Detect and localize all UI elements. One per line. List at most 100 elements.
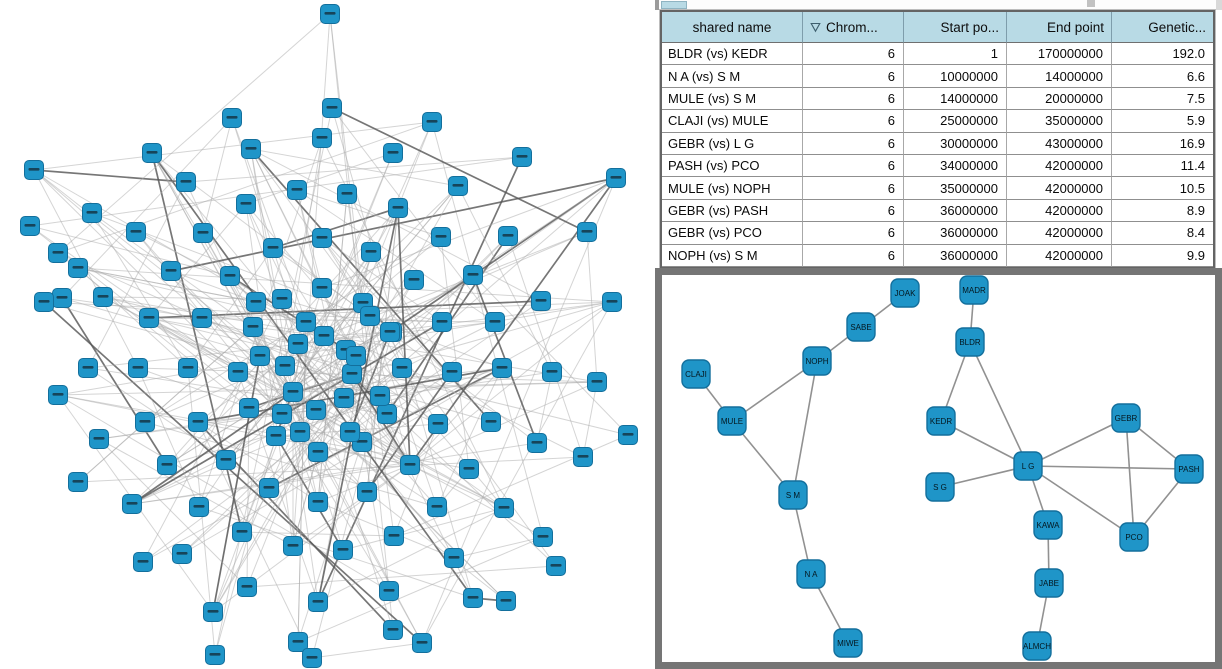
network-node[interactable] [361, 242, 381, 262]
table-cell[interactable]: 14000000 [904, 87, 1007, 111]
subnetwork-node[interactable]: NOPH [802, 346, 832, 376]
network-node[interactable] [205, 645, 225, 665]
table-cell[interactable]: 36000000 [904, 244, 1007, 267]
network-node[interactable] [383, 143, 403, 163]
table-cell[interactable]: 11.4 [1112, 154, 1213, 178]
network-node[interactable] [283, 382, 303, 402]
table-cell[interactable]: 5.9 [1112, 110, 1213, 133]
network-node[interactable] [320, 4, 340, 24]
network-node[interactable] [312, 278, 332, 298]
subnetwork-node[interactable]: JABE [1034, 568, 1064, 598]
column-resize-notch[interactable] [1087, 0, 1095, 7]
subnetwork-node[interactable]: MULE [717, 406, 747, 436]
network-node[interactable] [340, 422, 360, 442]
table-cell[interactable]: GEBR (vs) L G [662, 132, 803, 155]
table-cell[interactable]: 170000000 [1007, 43, 1112, 66]
table-cell[interactable]: 6 [803, 177, 904, 200]
network-node[interactable] [237, 577, 257, 597]
network-node[interactable] [222, 108, 242, 128]
network-node[interactable] [618, 425, 638, 445]
network-node[interactable] [496, 591, 516, 611]
network-node[interactable] [384, 526, 404, 546]
network-node[interactable] [275, 356, 295, 376]
network-node[interactable] [498, 226, 518, 246]
network-node[interactable] [428, 414, 448, 434]
network-node[interactable] [228, 362, 248, 382]
network-node[interactable] [379, 581, 399, 601]
network-node[interactable] [176, 172, 196, 192]
network-node[interactable] [337, 184, 357, 204]
network-node[interactable] [246, 292, 266, 312]
network-node[interactable] [527, 433, 547, 453]
table-cell[interactable]: 25000000 [904, 110, 1007, 133]
network-node[interactable] [126, 222, 146, 242]
table-cell[interactable]: N A (vs) S M [662, 65, 803, 88]
table-cell[interactable]: 6 [803, 154, 904, 178]
table-cell[interactable]: 6 [803, 65, 904, 88]
network-node[interactable] [492, 358, 512, 378]
network-node[interactable] [587, 372, 607, 392]
subnetwork-node[interactable]: MADR [959, 275, 989, 305]
table-cell[interactable]: 35000000 [904, 177, 1007, 200]
network-node[interactable] [533, 527, 553, 547]
network-node[interactable] [485, 312, 505, 332]
network-node[interactable] [20, 216, 40, 236]
network-node[interactable] [377, 404, 397, 424]
network-node[interactable] [360, 306, 380, 326]
network-node[interactable] [427, 497, 447, 517]
subnetwork-node[interactable]: CLAJI [681, 359, 711, 389]
network-node[interactable] [48, 385, 68, 405]
network-node[interactable] [178, 358, 198, 378]
network-node[interactable] [68, 258, 88, 278]
table-cell[interactable]: MULE (vs) S M [662, 87, 803, 111]
table-cell[interactable]: 7.5 [1112, 87, 1213, 111]
subnetwork-node[interactable]: MIWE [833, 628, 863, 658]
table-cell[interactable]: GEBR (vs) PASH [662, 199, 803, 223]
table-cell[interactable]: 43000000 [1007, 132, 1112, 155]
network-node[interactable] [380, 322, 400, 342]
network-node[interactable] [82, 203, 102, 223]
network-node[interactable] [133, 552, 153, 572]
network-node[interactable] [263, 238, 283, 258]
network-node[interactable] [157, 455, 177, 475]
large-network-canvas[interactable] [0, 0, 655, 669]
network-node[interactable] [272, 289, 292, 309]
table-cell[interactable]: 6 [803, 199, 904, 223]
network-node[interactable] [512, 147, 532, 167]
network-node[interactable] [216, 450, 236, 470]
subnetwork-node[interactable]: L G [1013, 451, 1043, 481]
table-cell[interactable]: 8.9 [1112, 199, 1213, 223]
network-node[interactable] [400, 455, 420, 475]
network-node[interactable] [232, 522, 252, 542]
table-cell[interactable]: 6 [803, 132, 904, 155]
network-node[interactable] [388, 198, 408, 218]
network-node[interactable] [531, 291, 551, 311]
subnetwork-node[interactable]: ALMCH [1022, 631, 1052, 661]
network-node[interactable] [312, 128, 332, 148]
table-cell[interactable]: PASH (vs) PCO [662, 154, 803, 178]
table-cell[interactable]: GEBR (vs) PCO [662, 222, 803, 245]
network-node[interactable] [333, 540, 353, 560]
table-cell[interactable]: 6.6 [1112, 65, 1213, 88]
network-node[interactable] [370, 386, 390, 406]
network-node[interactable] [342, 364, 362, 384]
column-header-end-point[interactable]: End point [1007, 12, 1112, 43]
network-node[interactable] [93, 287, 113, 307]
network-node[interactable] [48, 243, 68, 263]
network-node[interactable] [68, 472, 88, 492]
table-cell[interactable]: 34000000 [904, 154, 1007, 178]
network-node[interactable] [312, 228, 332, 248]
network-node[interactable] [302, 648, 322, 668]
network-node[interactable] [542, 362, 562, 382]
subnetwork-node[interactable]: N A [796, 559, 826, 589]
network-node[interactable] [448, 176, 468, 196]
network-node[interactable] [142, 143, 162, 163]
network-node[interactable] [34, 292, 54, 312]
table-cell[interactable]: 6 [803, 110, 904, 133]
network-node[interactable] [296, 312, 316, 332]
network-node[interactable] [444, 548, 464, 568]
table-cell[interactable]: 42000000 [1007, 244, 1112, 267]
network-node[interactable] [314, 326, 334, 346]
network-node[interactable] [192, 308, 212, 328]
network-node[interactable] [288, 632, 308, 652]
